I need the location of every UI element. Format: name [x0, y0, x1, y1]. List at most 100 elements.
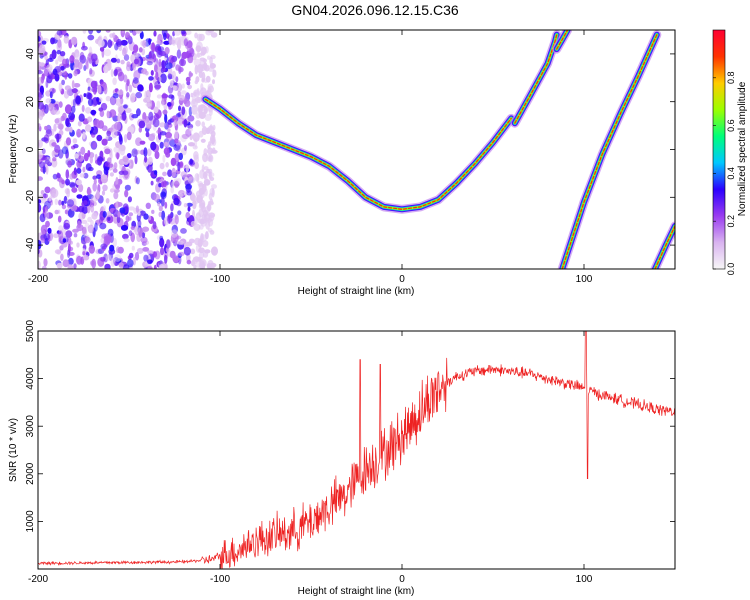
- noise-blob: [131, 148, 138, 158]
- noise-blob: [116, 215, 121, 224]
- noise-blob: [178, 152, 183, 161]
- noise-blob: [97, 85, 102, 94]
- noise-blob: [39, 213, 46, 223]
- noise-blob: [85, 59, 89, 69]
- noise-blob: [150, 180, 154, 186]
- noise-blob: [187, 176, 195, 184]
- noise-blob: [92, 85, 97, 95]
- noise-blob: [207, 168, 213, 174]
- noise-blob: [203, 209, 208, 217]
- noise-blob: [153, 113, 160, 120]
- noise-blob: [161, 60, 165, 70]
- noise-blob: [40, 190, 45, 195]
- noise-blob: [133, 58, 139, 65]
- noise-blob: [188, 57, 194, 64]
- noise-blob: [177, 118, 184, 127]
- noise-blob: [137, 219, 142, 228]
- noise-blob: [121, 30, 125, 33]
- noise-blob: [72, 138, 78, 144]
- noise-blob: [193, 223, 201, 231]
- noise-blob: [159, 122, 166, 128]
- noise-blob: [157, 201, 161, 207]
- noise-blob: [72, 64, 78, 71]
- noise-blob: [87, 150, 91, 157]
- noise-blob: [114, 261, 120, 266]
- noise-blob: [85, 107, 92, 114]
- noise-blob: [115, 184, 120, 190]
- noise-blob: [64, 127, 71, 132]
- noise-blob: [167, 169, 173, 177]
- noise-blob: [178, 105, 181, 112]
- noise-blob: [156, 94, 162, 99]
- noise-blob: [160, 197, 165, 207]
- noise-blob: [164, 113, 168, 123]
- noise-blob: [107, 39, 113, 48]
- noise-blob: [163, 32, 167, 41]
- noise-blob: [51, 158, 58, 168]
- noise-blob: [163, 147, 170, 155]
- noise-blob: [75, 95, 81, 105]
- noise-blob: [92, 142, 97, 149]
- noise-blob: [54, 249, 62, 255]
- noise-blob: [50, 37, 55, 45]
- noise-blob: [209, 230, 215, 235]
- noise-blob: [130, 54, 136, 63]
- noise-blob: [207, 147, 214, 155]
- noise-blob: [181, 30, 186, 35]
- noise-blob: [158, 183, 162, 188]
- noise-blob: [78, 151, 81, 160]
- noise-blob: [135, 30, 143, 34]
- noise-blob: [165, 131, 172, 139]
- noise-blob: [126, 64, 131, 72]
- noise-blob: [51, 88, 55, 94]
- noise-blob: [69, 173, 74, 180]
- noise-blob: [212, 69, 217, 78]
- noise-blob: [158, 76, 162, 83]
- noise-blob: [79, 173, 85, 178]
- ridge-diagonal-line: [561, 34, 658, 269]
- noise-blob: [58, 123, 64, 131]
- noise-blob: [38, 203, 42, 213]
- noise-blob: [104, 263, 111, 269]
- noise-blob: [39, 62, 45, 67]
- noise-blob: [203, 108, 208, 114]
- noise-blob: [179, 161, 184, 169]
- noise-blob: [122, 170, 129, 176]
- noise-blob: [198, 260, 206, 269]
- noise-blob: [211, 188, 215, 198]
- noise-blob: [76, 255, 83, 265]
- noise-blob: [112, 77, 117, 86]
- noise-blob: [100, 174, 108, 180]
- noise-blob: [99, 222, 107, 230]
- noise-blob: [110, 57, 117, 63]
- noise-blob: [196, 173, 200, 183]
- colorbar: 0.0 0.2 0.4 0.6 0.8 Normalized spectral ampl…: [712, 29, 748, 275]
- noise-blob: [140, 236, 148, 244]
- noise-blob: [96, 30, 102, 34]
- noise-blob: [183, 38, 189, 47]
- noise-blob: [199, 57, 206, 62]
- noise-blob: [120, 224, 129, 231]
- noise-blob: [165, 136, 173, 141]
- noise-blob: [163, 40, 171, 45]
- noise-blob: [106, 130, 112, 137]
- spectrogram-x-tick-label: -100: [210, 274, 230, 285]
- noise-blob: [193, 91, 197, 97]
- noise-blob: [53, 233, 60, 239]
- noise-blob: [96, 97, 100, 102]
- noise-blob: [175, 76, 179, 83]
- noise-blob: [171, 229, 178, 238]
- noise-blob: [197, 104, 203, 114]
- noise-blob: [114, 42, 119, 51]
- noise-blob: [151, 132, 156, 138]
- noise-blob: [76, 242, 80, 248]
- noise-blob: [198, 252, 205, 259]
- noise-blob: [192, 132, 200, 142]
- noise-blob: [82, 30, 87, 34]
- spectrogram-y-tick-label: -20: [25, 190, 36, 205]
- spectrogram-y-tick-label: 20: [25, 96, 36, 108]
- noise-blob: [208, 201, 214, 206]
- noise-blob: [202, 152, 208, 163]
- noise-blob: [57, 215, 62, 223]
- snr-y-tick-label: 3000: [25, 415, 36, 438]
